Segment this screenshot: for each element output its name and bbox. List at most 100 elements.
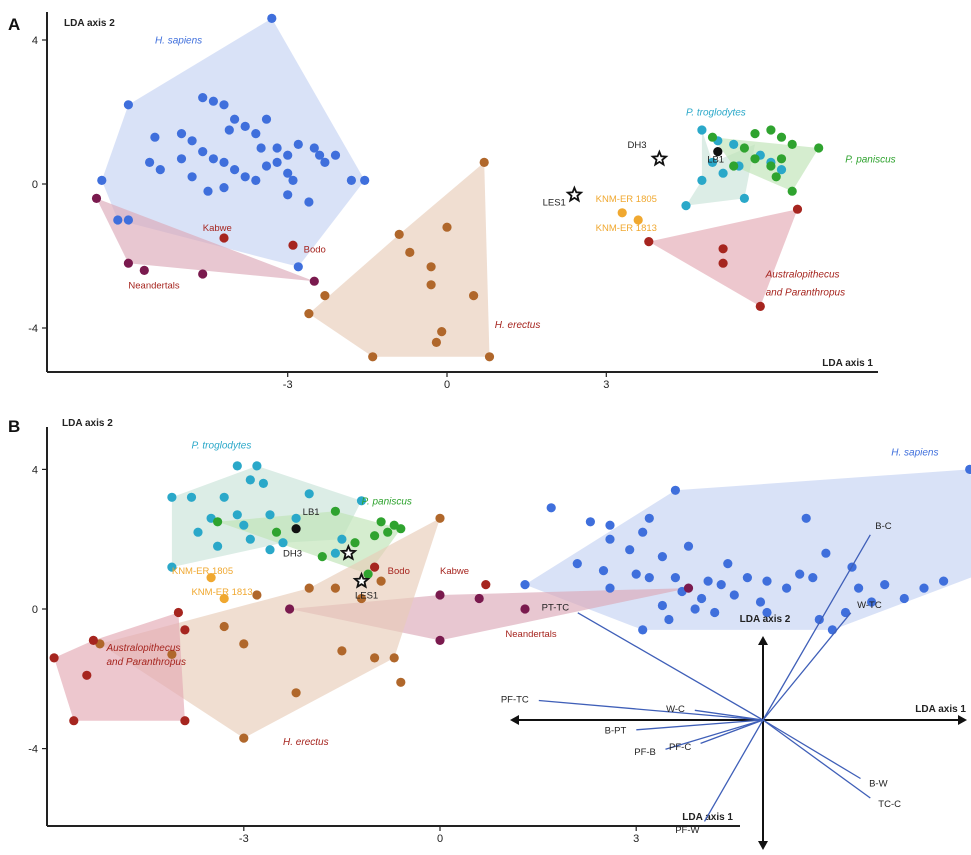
- point-australopithecus-and-paranthropus: [88, 635, 98, 646]
- hull-h-erectus: [99, 518, 441, 739]
- arrowhead-up: [758, 636, 768, 645]
- point-p-paniscus: [776, 154, 787, 164]
- point-h-sapiens: [123, 100, 133, 110]
- point-p-troglodytes: [219, 492, 229, 502]
- point-p-troglodytes: [245, 534, 255, 544]
- point-h-sapiens: [965, 464, 971, 474]
- point-h-sapiens: [219, 157, 229, 167]
- point-p-troglodytes: [304, 489, 314, 499]
- arrowhead-left: [510, 715, 519, 725]
- point-h-erectus: [389, 653, 399, 663]
- point-h-sapiens: [309, 143, 319, 153]
- point-h-sapiens: [97, 175, 107, 185]
- label-knm-er-1805: KNM-ER 1805: [596, 194, 657, 205]
- point-knm-er-1813: [633, 215, 643, 225]
- label-les1: LES1: [355, 591, 378, 602]
- point-neandertals: [91, 193, 102, 203]
- point-p-troglodytes: [697, 125, 707, 135]
- point-neandertals: [309, 276, 319, 286]
- point-p-paniscus: [771, 172, 781, 182]
- point-h-sapiens: [219, 183, 229, 193]
- point-p-troglodytes: [245, 475, 255, 485]
- label-neandertals: Neandertals: [128, 280, 179, 291]
- point-h-sapiens: [762, 607, 772, 618]
- point-h-sapiens: [240, 172, 250, 182]
- point-h-sapiens: [113, 215, 123, 225]
- point-h-sapiens: [230, 165, 240, 175]
- point-h-sapiens: [710, 607, 720, 618]
- x-tick-label: 3: [633, 833, 639, 845]
- point-h-sapiens: [230, 114, 240, 124]
- point-h-sapiens: [795, 569, 805, 579]
- loading-label-b-w: B-W: [869, 779, 888, 790]
- point-p-troglodytes: [193, 527, 203, 537]
- point-h-sapiens: [638, 625, 648, 635]
- point-h-sapiens: [198, 147, 208, 157]
- point-h-sapiens: [256, 143, 266, 153]
- point-p-paniscus: [350, 538, 360, 548]
- point-h-sapiens: [267, 13, 277, 23]
- point-p-troglodytes: [239, 520, 249, 530]
- point-h-sapiens: [723, 559, 733, 569]
- point-h-sapiens: [821, 548, 831, 558]
- point-h-erectus: [435, 513, 445, 523]
- biplot-y-axis-title: LDA axis 2: [740, 614, 791, 625]
- loading-b-pt: [636, 719, 764, 731]
- y-tick-label: -4: [28, 323, 38, 335]
- point-h-sapiens: [585, 517, 596, 527]
- point-australopithecus-and-paranthropus: [718, 258, 728, 268]
- point-h-erectus: [330, 583, 340, 593]
- label-bodo: Bodo: [304, 244, 326, 255]
- point-p-paniscus: [363, 569, 373, 579]
- loading-pf-tc: [538, 699, 764, 721]
- hull-p-paniscus: [217, 511, 401, 575]
- point-h-sapiens: [176, 154, 187, 164]
- point-p-paniscus: [370, 531, 380, 541]
- loading-tc-c: [762, 719, 871, 799]
- point-knm-er-1805: [206, 573, 216, 583]
- point-h-sapiens: [801, 513, 811, 523]
- point-lb1: [713, 147, 723, 157]
- point-h-sapiens: [272, 157, 282, 167]
- point-h-sapiens: [755, 597, 766, 607]
- point-h-erectus: [394, 229, 404, 239]
- point-p-paniscus: [707, 132, 718, 142]
- point-h-sapiens: [208, 154, 218, 164]
- point-p-troglodytes: [258, 478, 268, 488]
- label-australopithecus: Australopithecus: [765, 270, 840, 281]
- x-tick-label: -3: [283, 379, 293, 391]
- loading-label-pf-c: PF-C: [669, 742, 691, 753]
- point-p-troglodytes: [252, 461, 262, 471]
- point-h-sapiens: [605, 520, 615, 530]
- point-lb1: [291, 524, 301, 534]
- point-h-sapiens: [880, 580, 890, 590]
- point-h-sapiens: [939, 576, 949, 586]
- point-h-sapiens: [283, 168, 293, 178]
- point-h-sapiens: [251, 175, 261, 185]
- point-neandertals: [520, 604, 530, 614]
- y-tick-label: 4: [32, 464, 38, 476]
- point-p-paniscus: [787, 186, 797, 196]
- point-bodo: [288, 240, 298, 250]
- point-h-sapiens: [638, 527, 648, 537]
- point-h-erectus: [442, 222, 452, 232]
- x-axis-title: LDA axis 1: [822, 358, 873, 369]
- point-neandertals: [139, 265, 149, 275]
- loading-label-pf-tc: PF-TC: [501, 695, 529, 706]
- label-p-troglodytes: P. troglodytes: [191, 440, 251, 451]
- point-p-troglodytes: [167, 492, 177, 502]
- star-les1: [352, 571, 371, 589]
- y-tick-label: -4: [28, 744, 38, 756]
- point-neandertals: [198, 269, 208, 279]
- point-h-erectus: [469, 291, 479, 301]
- panel-b: B -3 0 3 4 0 -4 LDA axis 2 LDA axis 1 P. troglody…: [8, 417, 971, 845]
- point-h-erectus: [239, 733, 249, 743]
- point-h-erectus: [437, 327, 447, 337]
- point-h-sapiens: [697, 593, 707, 604]
- point-p-paniscus: [376, 517, 386, 527]
- star-dh3: [339, 543, 358, 561]
- point-australopithecus-and-paranthropus: [644, 237, 654, 247]
- point-h-erectus: [167, 649, 177, 660]
- label-les1: LES1: [543, 198, 566, 209]
- point-h-sapiens: [644, 573, 654, 583]
